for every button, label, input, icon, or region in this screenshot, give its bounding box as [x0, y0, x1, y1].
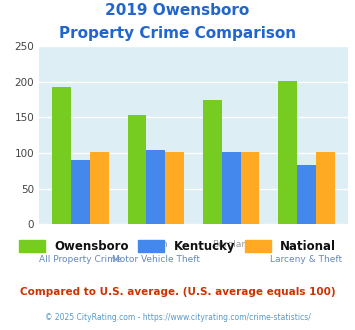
Text: Larceny & Theft: Larceny & Theft [271, 255, 343, 264]
Text: © 2025 CityRating.com - https://www.cityrating.com/crime-statistics/: © 2025 CityRating.com - https://www.city… [45, 314, 310, 322]
Bar [278, 81, 297, 224]
Text: Compared to U.S. average. (U.S. average equals 100): Compared to U.S. average. (U.S. average … [20, 287, 335, 297]
Bar [297, 165, 316, 224]
Bar [203, 100, 222, 224]
Bar [52, 87, 71, 224]
Text: Burglary: Burglary [212, 241, 250, 249]
Bar [222, 152, 241, 224]
Legend: Owensboro, Kentucky, National: Owensboro, Kentucky, National [14, 236, 341, 258]
Bar [165, 152, 184, 224]
Bar [241, 152, 260, 224]
Text: Motor Vehicle Theft: Motor Vehicle Theft [112, 255, 200, 264]
Bar [316, 152, 335, 224]
Bar [71, 160, 90, 224]
Bar [146, 149, 165, 224]
Text: Arson: Arson [143, 241, 169, 249]
Text: Property Crime Comparison: Property Crime Comparison [59, 26, 296, 41]
Bar [127, 115, 146, 224]
Text: 2019 Owensboro: 2019 Owensboro [105, 3, 250, 18]
Bar [90, 152, 109, 224]
Text: All Property Crime: All Property Crime [39, 255, 122, 264]
